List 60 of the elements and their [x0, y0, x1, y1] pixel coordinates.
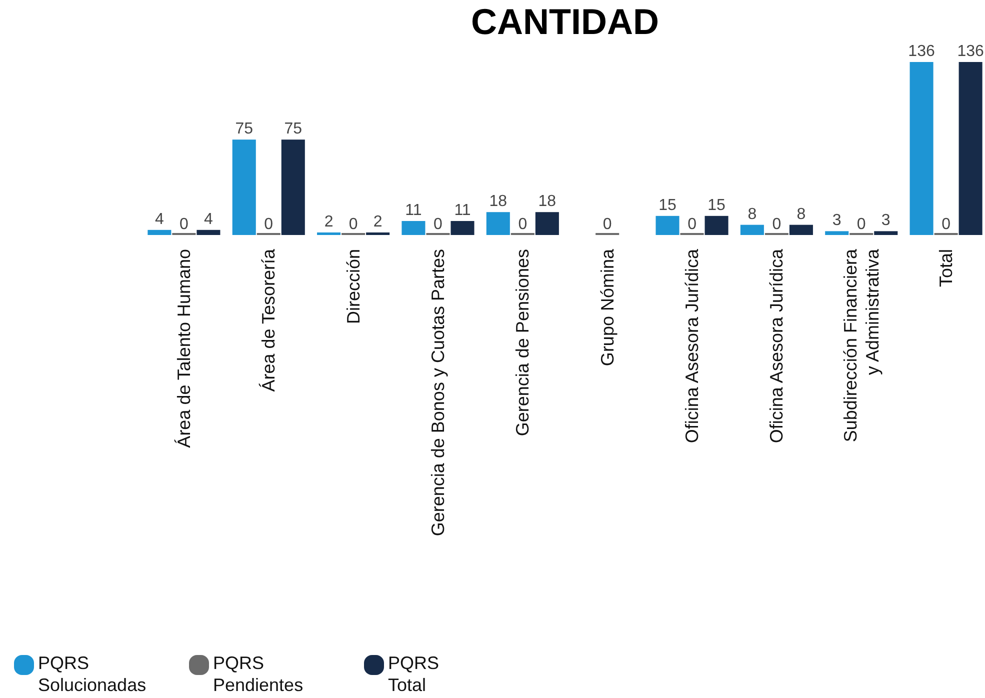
data-label: 0: [180, 216, 188, 233]
legend-label: PQRS Total: [388, 653, 440, 695]
x-tick-label: Total: [936, 249, 956, 288]
bar: [402, 221, 426, 235]
data-label: 8: [748, 206, 757, 223]
bar: [825, 231, 849, 235]
x-tick-label: Grupo Nómina: [597, 248, 618, 366]
data-label: 11: [454, 202, 471, 220]
data-label: 136: [908, 43, 935, 60]
data-label: 4: [204, 210, 214, 228]
bar: [486, 212, 510, 235]
bar: [874, 231, 898, 235]
data-label: 0: [264, 216, 274, 233]
bar: [535, 212, 559, 235]
data-label: 0: [348, 216, 358, 233]
chart-title: CANTIDAD: [471, 1, 659, 42]
bar: [366, 232, 390, 235]
x-tick-label: Dirección: [343, 249, 364, 324]
legend-label: PQRS Pendientes: [213, 653, 304, 695]
bar: [148, 230, 172, 235]
data-label: 0: [856, 216, 866, 233]
bar: [196, 230, 220, 235]
data-label: 75: [284, 120, 302, 138]
legend-label: PQRS Solucionadas: [38, 653, 146, 695]
x-tick-label: Área de Talento Humano: [174, 249, 194, 448]
data-label: 15: [708, 196, 726, 214]
bar: [740, 224, 764, 235]
x-tick-label: Subdirección Financiera y Administrativa: [840, 248, 882, 442]
data-label: 4: [154, 210, 164, 228]
data-label: 0: [602, 216, 612, 233]
bar: [281, 140, 305, 235]
data-label: 2: [324, 213, 334, 230]
x-tick-label: Gerencia de Pensiones: [512, 249, 533, 436]
bar: [656, 216, 680, 235]
bar: [958, 62, 982, 235]
data-label: 0: [688, 216, 697, 233]
x-tick-label: Oficina Asesora Jurídica: [766, 248, 787, 444]
data-label: 0: [518, 216, 528, 233]
x-tick-label: Gerencia de Bonos y Cuotas Partes: [428, 249, 448, 536]
data-label: 3: [881, 212, 890, 230]
bar: [232, 140, 256, 235]
bar: [317, 232, 341, 235]
data-label: 0: [434, 216, 443, 233]
data-label: 75: [235, 120, 254, 138]
data-label: 11: [405, 202, 422, 220]
data-label: 2: [373, 213, 382, 230]
bar: [789, 224, 813, 235]
data-label: 0: [942, 216, 951, 233]
data-label: 18: [538, 193, 556, 210]
x-tick-label: Área de Tesorería: [258, 248, 279, 392]
data-label: 136: [957, 43, 984, 60]
bar: [450, 221, 474, 235]
data-label: 0: [772, 216, 782, 233]
data-label: 18: [489, 193, 508, 210]
bar: [704, 216, 728, 235]
data-label: 8: [796, 206, 806, 223]
x-tick-label: Oficina Asesora Jurídica: [682, 248, 702, 444]
bar: [910, 62, 934, 235]
data-label: 3: [832, 212, 842, 230]
data-label: 15: [658, 196, 677, 214]
